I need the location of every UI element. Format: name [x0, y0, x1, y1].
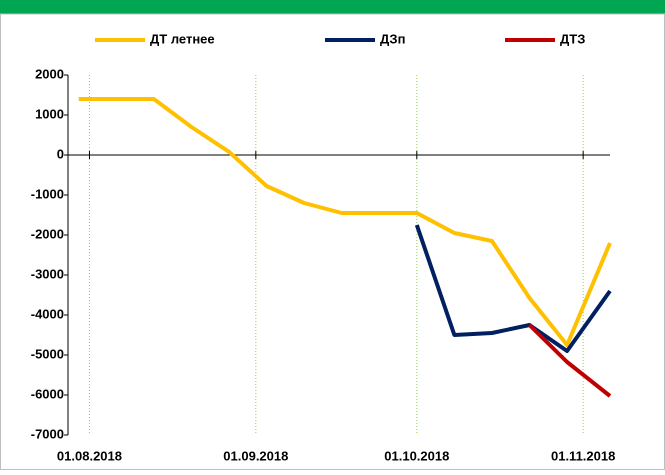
x-tick-label: 01.11.2018	[551, 448, 615, 463]
chart-frame	[0, 13, 665, 470]
x-tick-label: 01.10.2018	[384, 448, 449, 463]
y-tick-label: -5000	[31, 346, 64, 361]
y-tick-label: -6000	[31, 386, 64, 401]
y-tick-label: -4000	[31, 306, 64, 321]
series-line	[528, 323, 612, 398]
header-bar	[0, 0, 665, 14]
y-tick-label: 1000	[35, 106, 64, 121]
legend-label: ДТЗ	[560, 31, 585, 46]
legend-label: ДЗп	[380, 31, 405, 46]
y-tick-label: -2000	[31, 226, 64, 241]
y-tick-label: 2000	[35, 66, 64, 81]
y-tick-label: -3000	[31, 266, 64, 281]
y-tick-label: -7000	[31, 426, 64, 441]
x-tick-label: 01.08.2018	[57, 448, 122, 463]
series-line	[78, 97, 612, 347]
legend-label: ДТ летнее	[150, 31, 215, 46]
y-tick-label: -1000	[31, 186, 64, 201]
series-line	[414, 224, 612, 353]
x-tick-label: 01.09.2018	[223, 448, 288, 463]
y-tick-label: 0	[57, 146, 64, 161]
